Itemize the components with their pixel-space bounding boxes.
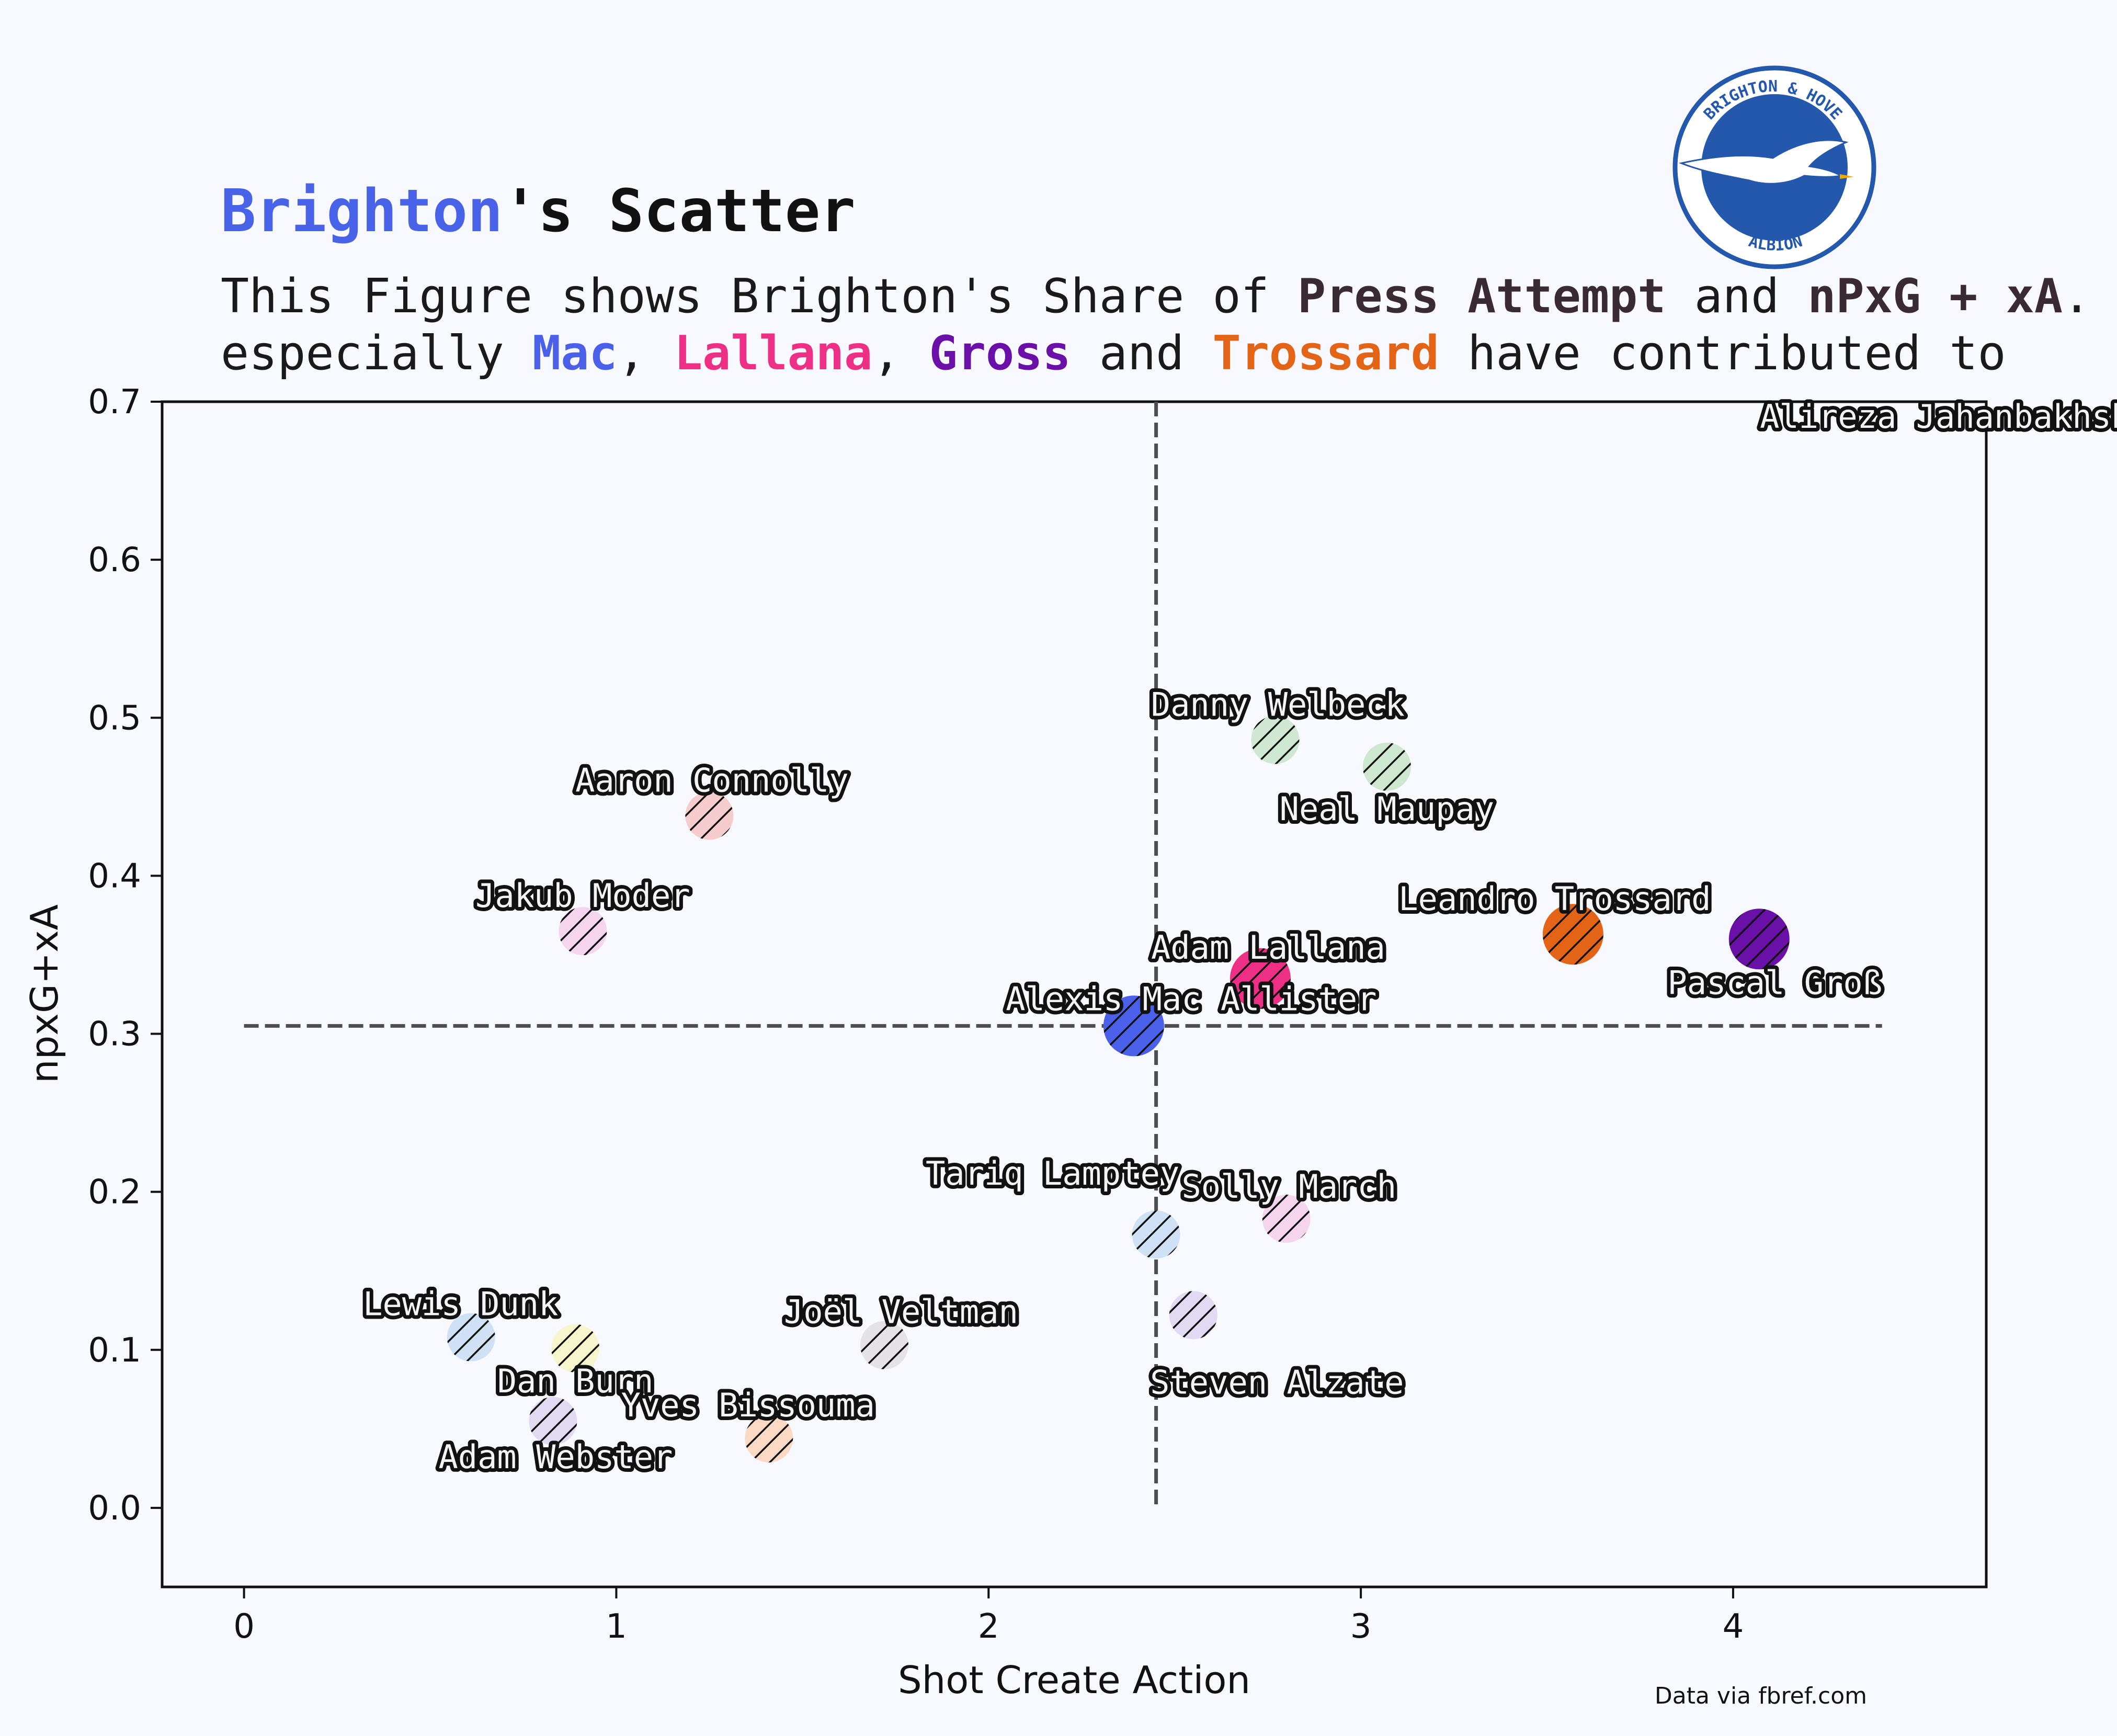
y-tick-label: 0.0 [88,1489,141,1528]
point-label: Adam Webster [438,1438,673,1476]
subtitle-segment: and [1071,326,1213,381]
subtitle-line-1: This Figure shows Brighton's Share of Pr… [221,269,2091,324]
point-label: Neal Maupay [1280,790,1495,828]
subtitle-segment: This Figure shows Brighton's Share of [221,269,1297,324]
title-team: Brighton [221,177,503,245]
point-label: Dan Burn [497,1362,654,1400]
point-label: Yves Bissouma [621,1386,875,1424]
subtitle-segment: Press Attempt [1297,269,1666,324]
subtitle-segment: Trossard [1213,326,1439,381]
y-tick-label: 0.6 [88,541,141,580]
plot-frame [161,400,1988,1589]
y-tick-label: 0.2 [88,1173,141,1212]
scatter-point-hatch [1262,1195,1311,1243]
x-tick-label: 1 [606,1607,627,1646]
point-label: Alexis Mac Allister [1006,980,1376,1018]
axis-ticks: 0 1 2 3 4 0.0 0.1 0.2 0.3 0.4 0.5 0.6 0.7 [88,383,1744,1646]
y-tick-label: 0.3 [88,1015,141,1054]
subtitle-segment: Mac [532,326,618,381]
scatter-point-hatch [1132,1210,1180,1259]
y-tick-label: 0.5 [88,699,141,737]
y-axis-label: npxG+xA [22,904,66,1083]
subtitle-segment: , [618,326,674,381]
subtitle-segment: nPxG + xA [1807,269,2063,324]
point-label: Lewis Dunk [363,1285,558,1323]
point-label: Solly March [1181,1167,1396,1206]
scatter-point-hatch [1728,909,1790,970]
point-labels: Alireza Jahanbakhsh Danny Welbeck Neal Mau… [359,394,2117,1480]
subtitle-segment: especially [221,326,532,381]
scatter-point-hatch [559,907,607,956]
source-note: Data via fbref.com [1655,1683,1867,1709]
x-tick-label: 3 [1350,1607,1372,1646]
scatter-point-hatch [551,1324,600,1372]
scatter-point-hatch [1251,716,1300,764]
subtitle-segment: have contributed to [1439,326,2006,381]
point-label: Pascal Groß [1667,963,1882,1002]
point-label: Alireza Jahanbakhsh [1760,398,2117,436]
point-label: Danny Welbeck [1151,686,1405,724]
subtitle-segment: Lallana [674,326,872,381]
scatter-point-hatch [1103,995,1164,1057]
club-crest-logo: BRIGHTON & HOVE ALBION [1672,65,1876,269]
y-tick-label: 0.1 [88,1331,141,1370]
chart-title: Brighton's Scatter [221,177,856,245]
seagull-icon [1678,139,1849,185]
point-label: Aaron Connolly [575,762,849,800]
scatter-point-hatch [745,1414,793,1462]
scatter-point-hatch [529,1397,577,1445]
x-tick-label: 0 [233,1607,255,1646]
point-label: Leandro Trossard [1398,880,1711,918]
data-points [447,716,1790,1462]
scatter-point-hatch [1230,948,1291,1009]
point-label: Joël Veltman [784,1293,1018,1331]
y-tick-label: 0.4 [88,857,141,895]
x-axis-label: Shot Create Action [898,1658,1250,1702]
point-label: Tariq Lamptey [926,1154,1179,1193]
scatter-point-hatch [1169,1291,1217,1340]
point-label: Adam Lallana [1151,928,1385,967]
seagull-beak-icon [1840,174,1854,179]
subtitle-line-2: especially Mac, Lallana, Gross and Tross… [221,326,2006,381]
subtitle-segment: Gross [929,326,1071,381]
y-tick-label: 0.7 [88,383,141,422]
reference-lines [244,402,1882,1508]
scatter-point-hatch [1542,904,1603,965]
subtitle-segment: . [2063,269,2091,324]
scatter-point-hatch [447,1313,495,1361]
scatter-point-hatch [1362,742,1411,791]
scatter-point-hatch [860,1321,908,1369]
x-tick-label: 2 [978,1607,999,1646]
subtitle-segment: and [1666,269,1807,324]
x-tick-label: 4 [1723,1607,1744,1646]
subtitle-segment: , [872,326,929,381]
scatter-point-hatch [685,791,734,840]
point-label: Jakub Moder [475,877,690,915]
point-label: Steven Alzate [1150,1363,1404,1401]
title-rest: 's Scatter [503,177,855,245]
